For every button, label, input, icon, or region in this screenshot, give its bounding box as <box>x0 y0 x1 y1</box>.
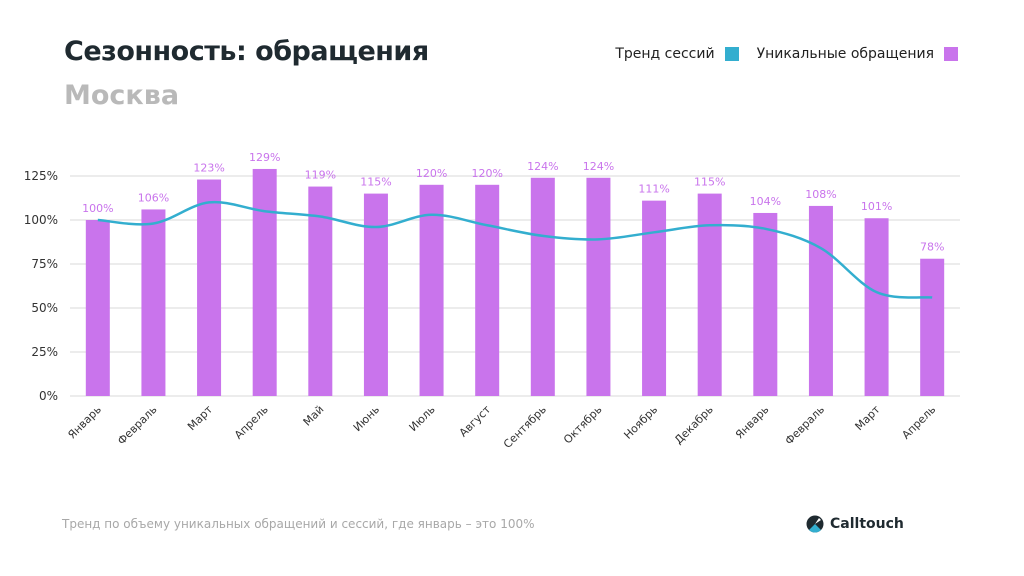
data-label: 106% <box>138 191 169 204</box>
data-label: 123% <box>193 162 224 175</box>
bar <box>808 205 833 396</box>
x-tick-label: Январь <box>733 403 772 442</box>
x-tick-label: Май <box>301 403 327 429</box>
x-tick-label: Февраль <box>115 403 160 448</box>
y-tick-label: 75% <box>31 257 58 271</box>
data-label: 129% <box>249 151 280 164</box>
bar <box>308 186 333 396</box>
bar <box>197 179 222 396</box>
data-label: 104% <box>750 195 781 208</box>
data-label: 101% <box>861 200 892 213</box>
data-label: 120% <box>471 167 502 180</box>
x-tick-label: Ноябрь <box>621 403 660 442</box>
x-tick-label: Август <box>457 403 494 440</box>
calltouch-logo-icon <box>806 515 824 533</box>
bar <box>586 177 611 396</box>
bar <box>475 184 500 396</box>
y-tick-label: 25% <box>31 345 58 359</box>
data-label: 100% <box>82 202 113 215</box>
logo-text: Calltouch <box>830 516 904 532</box>
bar <box>753 212 778 396</box>
chart-legend: Тренд сессий Уникальные обращения <box>615 46 958 62</box>
x-tick-label: Апрель <box>232 403 271 442</box>
trend-line <box>97 200 933 299</box>
bar <box>85 220 110 396</box>
data-label: 78% <box>920 241 944 254</box>
data-label: 120% <box>416 167 447 180</box>
y-tick-label: 125% <box>24 169 58 183</box>
x-tick-label: Февраль <box>783 403 828 448</box>
y-tick-label: 100% <box>24 213 58 227</box>
x-tick-label: Октябрь <box>561 403 605 447</box>
bar <box>252 168 277 396</box>
data-label: 115% <box>360 176 391 189</box>
data-label: 111% <box>638 183 669 196</box>
bar <box>697 193 722 396</box>
data-label: 108% <box>805 188 836 201</box>
page-title: Сезонность: обращения <box>64 36 429 67</box>
x-tick-label: Декабрь <box>672 403 716 447</box>
x-tick-label: Апрель <box>899 403 938 442</box>
bar <box>920 258 945 396</box>
x-tick-label: Март <box>185 403 216 434</box>
x-tick-label: Январь <box>65 403 104 442</box>
bar <box>363 193 388 396</box>
y-tick-label: 0% <box>39 389 58 403</box>
legend-label-unique: Уникальные обращения <box>756 46 934 62</box>
page-subtitle: Москва <box>64 80 180 111</box>
bar <box>864 218 889 396</box>
data-label: 124% <box>527 160 558 173</box>
data-label: 115% <box>694 176 725 189</box>
data-label: 124% <box>583 160 614 173</box>
bar <box>419 184 444 396</box>
x-tick-label: Март <box>853 403 884 434</box>
calltouch-logo: Calltouch <box>806 515 904 533</box>
data-label: 119% <box>305 169 336 182</box>
bar <box>141 209 166 396</box>
footer-note: Тренд по объему уникальных обращений и с… <box>62 517 535 531</box>
legend-swatch-unique <box>944 47 958 61</box>
x-tick-label: Сентябрь <box>501 403 549 451</box>
legend-swatch-trend <box>724 47 739 61</box>
legend-label-trend: Тренд сессий <box>615 46 715 62</box>
x-tick-label: Июль <box>407 403 438 434</box>
x-tick-label: Июнь <box>351 403 382 434</box>
y-tick-label: 50% <box>31 301 58 315</box>
bar <box>530 177 555 396</box>
